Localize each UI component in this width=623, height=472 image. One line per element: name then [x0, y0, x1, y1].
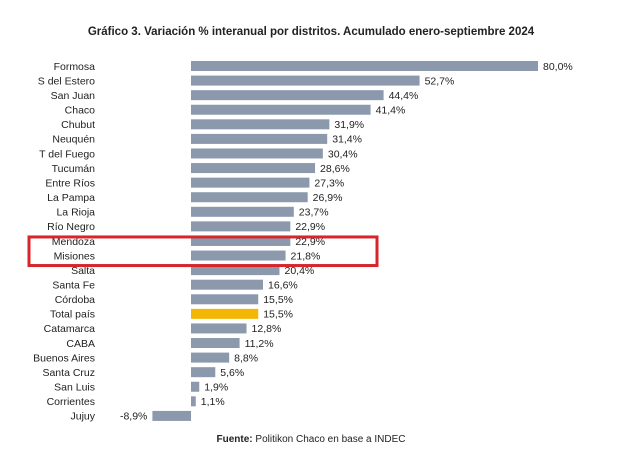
bar-la-pampa [191, 192, 308, 203]
bar-chubut [191, 119, 330, 130]
category-label: Misiones [54, 250, 95, 262]
category-label: Catamarca [44, 323, 96, 335]
category-label: Río Negro [47, 221, 95, 233]
value-label: 16,6% [268, 280, 298, 292]
source-text: Politikon Chaco en base a INDEC [253, 434, 406, 445]
category-label: Total país [50, 309, 95, 321]
bar-caba [191, 338, 240, 349]
value-label: 11,2% [245, 338, 274, 350]
value-label: 22,9% [295, 236, 325, 248]
bar-corrientes [191, 396, 196, 407]
bar-río-negro [191, 221, 291, 232]
bar-jujuy [152, 410, 191, 421]
category-label: Buenos Aires [33, 352, 95, 364]
bar-chaco [191, 104, 371, 115]
bar-mendoza [191, 235, 291, 246]
bar-formosa [191, 61, 538, 71]
category-label: Jujuy [70, 411, 95, 423]
value-label: 15,5% [263, 294, 293, 306]
bar-neuquén [191, 133, 328, 144]
category-label: San Luis [54, 382, 95, 394]
value-label: 31,4% [332, 134, 362, 146]
category-label: La Rioja [56, 207, 95, 219]
category-label: Mendoza [52, 236, 95, 248]
bar-s-del-estero [191, 75, 420, 86]
bar-t-del-fuego [191, 148, 323, 159]
value-label: 41,4% [376, 105, 406, 117]
category-label: Córdoba [55, 294, 95, 306]
bar-catamarca [191, 323, 247, 334]
bars-layer: Formosa 80,0% S del Estero 52,7% San Juan 44,… [33, 61, 573, 423]
source-label: Fuente: [217, 434, 253, 445]
value-label: 26,9% [313, 192, 343, 204]
bar-la-rioja [191, 206, 294, 217]
bar-entre-ríos [191, 177, 310, 188]
bar-santa-fe [191, 279, 264, 290]
category-label: Corrientes [47, 396, 95, 408]
bar-tucumán [191, 163, 316, 174]
value-label: 1,9% [204, 382, 228, 394]
category-label: Salta [71, 265, 95, 277]
value-label: 31,9% [334, 119, 364, 131]
category-label: Chaco [65, 105, 96, 117]
value-label: 27,3% [314, 177, 344, 189]
value-label: 20,4% [284, 265, 314, 277]
category-label: San Juan [51, 90, 96, 102]
misiones-highlight-box [27, 235, 379, 268]
category-label: Formosa [54, 61, 96, 73]
value-label: 12,8% [252, 323, 282, 335]
category-label: Neuquén [52, 134, 95, 146]
bar-salta [191, 265, 280, 276]
bar-misiones [191, 250, 286, 261]
source-note: Fuente: Politikon Chaco en base a INDEC [217, 434, 406, 445]
value-label: 52,7% [425, 75, 455, 87]
chart-title: Gráfico 3. Variación % interanual por di… [88, 26, 535, 38]
value-label: 30,4% [328, 148, 358, 160]
category-label: Santa Fe [52, 280, 95, 292]
value-label: 8,8% [234, 352, 258, 364]
value-label: -8,9% [120, 411, 147, 423]
bar-santa-cruz [191, 367, 216, 378]
value-label: 23,7% [299, 207, 329, 219]
bar-buenos-aires [191, 352, 230, 363]
bar-total-país [191, 308, 259, 319]
category-label: Tucumán [52, 163, 96, 175]
value-label: 28,6% [320, 163, 350, 175]
category-label: Santa Cruz [42, 367, 95, 379]
value-label: 1,1% [201, 396, 225, 408]
value-label: 22,9% [295, 221, 325, 233]
bar-san-juan [191, 90, 384, 101]
category-label: CABA [66, 338, 95, 350]
value-label: 80,0% [543, 61, 573, 73]
category-label: S del Estero [38, 75, 95, 87]
category-label: T del Fuego [39, 148, 95, 160]
category-label: La Pampa [47, 192, 95, 204]
category-label: Chubut [61, 119, 95, 131]
value-label: 44,4% [389, 90, 419, 102]
bar-san-luis [191, 381, 200, 392]
bar-córdoba [191, 294, 259, 305]
value-label: 15,5% [263, 309, 293, 321]
category-label: Entre Ríos [45, 177, 95, 189]
value-label: 5,6% [220, 367, 244, 379]
value-label: 21,8% [291, 250, 321, 262]
